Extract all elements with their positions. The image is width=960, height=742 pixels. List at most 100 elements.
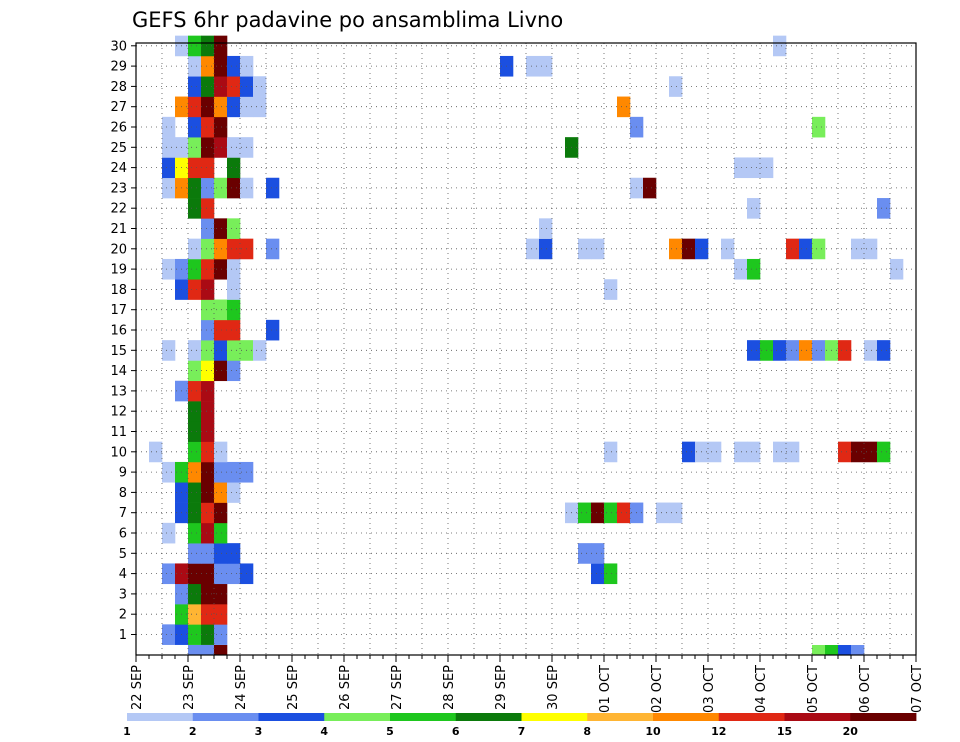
heatmap-cell [214, 543, 228, 564]
heatmap-cell [188, 583, 202, 605]
heatmap-cell [214, 35, 228, 57]
heatmap-cell [201, 198, 215, 219]
heatmap-cell [604, 502, 618, 524]
heatmap-cell [201, 502, 215, 524]
heatmap-cell [188, 96, 202, 118]
heatmap-cell [669, 238, 683, 260]
heatmap-cell [188, 157, 202, 179]
heatmap-cell [747, 258, 761, 280]
heatmap-cell [864, 238, 878, 260]
heatmap-cell [669, 76, 683, 97]
heatmap-cell [591, 543, 605, 564]
heatmap-cell [201, 137, 215, 158]
heatmap-cell [162, 461, 176, 483]
y-tick-label: 1 [119, 628, 127, 643]
y-tick-label: 9 [119, 466, 127, 481]
heatmap-cell [591, 238, 605, 260]
heatmap-cell [214, 441, 228, 463]
heatmap-cell [214, 340, 228, 361]
y-tick-label: 5 [119, 547, 127, 562]
y-tick-label: 18 [110, 283, 127, 298]
heatmap-cell [669, 502, 683, 524]
heatmap-cell [162, 157, 176, 179]
colorbar-swatch [192, 713, 259, 721]
heatmap-cell [617, 96, 631, 118]
heatmap-cell [214, 76, 228, 97]
y-tick-label: 16 [110, 324, 127, 339]
heatmap-cell [188, 604, 202, 625]
heatmap-cell [214, 116, 228, 138]
x-tick-label: 06 OCT [858, 665, 873, 713]
chart-title: GEFS 6hr padavine po ansamblima Livno [132, 8, 563, 32]
colorbar-label: 20 [843, 725, 859, 738]
heatmap-cell [188, 137, 202, 158]
heatmap-cell [214, 299, 228, 321]
y-tick-label: 3 [119, 587, 127, 602]
heatmap-cell [188, 441, 202, 463]
heatmap-cell [201, 461, 215, 483]
heatmap-cell [227, 258, 241, 280]
heatmap-cell [799, 238, 813, 260]
heatmap-cell [227, 482, 241, 503]
heatmap-cell [201, 360, 215, 382]
colorbar-swatch [127, 713, 194, 721]
heatmap-cell [747, 198, 761, 219]
heatmap-cell [539, 238, 553, 260]
x-tick-label: 22 SEP [130, 665, 145, 710]
heatmap-cell [682, 441, 696, 463]
heatmap-cell [214, 563, 228, 585]
heatmap-cell [747, 340, 761, 361]
heatmap-cell [214, 502, 228, 524]
heatmap-cell [812, 116, 826, 138]
heatmap-cells [149, 35, 904, 655]
heatmap-cell [812, 645, 826, 655]
heatmap-cell [201, 218, 215, 239]
heatmap-cell [838, 340, 852, 361]
heatmap-cell [201, 299, 215, 321]
heatmap-cell [266, 319, 280, 341]
heatmap-cell [539, 218, 553, 239]
heatmap-cell [201, 340, 215, 361]
heatmap-cell [162, 116, 176, 138]
x-tick-label: 03 OCT [702, 665, 717, 713]
heatmap-cell [227, 360, 241, 382]
heatmap-cell [253, 340, 267, 361]
heatmap-cell [227, 319, 241, 341]
heatmap-cell [188, 543, 202, 564]
heatmap-cell [162, 522, 176, 544]
colorbar-swatch [390, 713, 457, 721]
heatmap-cell [201, 583, 215, 605]
heatmap-cell [214, 137, 228, 158]
x-tick-label: 04 OCT [754, 665, 769, 713]
colorbar-label: 7 [518, 725, 526, 738]
grid-lines [136, 43, 916, 655]
heatmap-cell [188, 360, 202, 382]
y-tick-label: 19 [110, 263, 127, 278]
x-tick-label: 07 OCT [910, 665, 925, 713]
x-tick-label: 28 SEP [442, 665, 457, 710]
heatmap-cell [617, 502, 631, 524]
heatmap-cell [838, 441, 852, 463]
heatmap-cell [734, 258, 748, 280]
heatmap-cell [201, 563, 215, 585]
heatmap-cell [877, 441, 891, 463]
colorbar-swatch [455, 713, 522, 721]
x-tick-label: 30 SEP [546, 665, 561, 710]
heatmap-cell [773, 340, 787, 361]
x-tick-label: 26 SEP [338, 665, 353, 710]
x-tick-label: 27 SEP [390, 665, 405, 710]
heatmap-cell [734, 441, 748, 463]
heatmap-cell [214, 583, 228, 605]
colorbar-label: 6 [452, 725, 460, 738]
heatmap-cell [799, 340, 813, 361]
heatmap-cell [227, 55, 241, 77]
y-tick-label: 2 [119, 608, 127, 623]
heatmap-cell [188, 198, 202, 219]
heatmap-cell [877, 340, 891, 361]
y-tick-label: 20 [110, 242, 127, 257]
heatmap-cell [188, 380, 202, 402]
y-tick-label: 25 [110, 141, 127, 156]
heatmap-cell [591, 563, 605, 585]
heatmap-cell [877, 198, 891, 219]
